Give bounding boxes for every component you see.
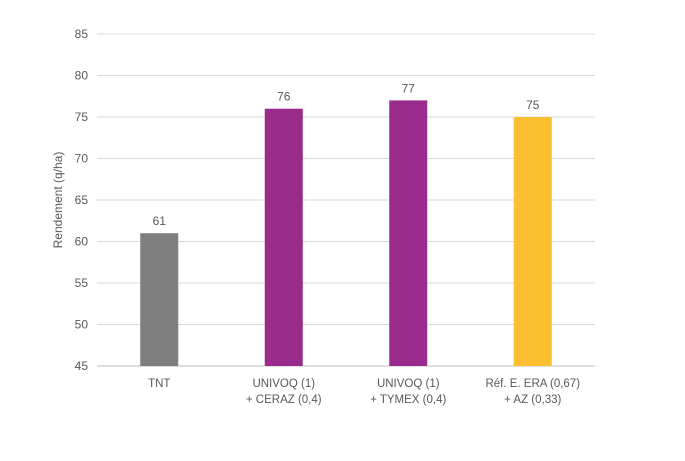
bar: [140, 233, 179, 366]
x-tick-label: Réf. E. ERA (0,67): [485, 378, 580, 390]
bar: [264, 108, 303, 366]
y-tick-label: 80: [75, 69, 89, 83]
y-tick-label: 85: [75, 27, 89, 41]
y-tick-label: 60: [75, 235, 89, 249]
y-axis-title: Rendement (q/ha): [51, 152, 65, 249]
x-tick-label: + CERAZ (0,4): [246, 394, 322, 406]
data-label: 61: [153, 214, 167, 228]
y-tick-label: 45: [75, 359, 89, 373]
x-tick-label: UNIVOQ (1): [252, 378, 315, 390]
y-tick-label: 70: [75, 152, 89, 166]
y-tick-label: 65: [75, 193, 89, 207]
bar: [513, 117, 552, 366]
x-tick-label: + AZ (0,33): [504, 394, 561, 406]
x-tick-label: TNT: [148, 378, 170, 390]
x-tick-label: + TYMEX (0,4): [370, 394, 446, 406]
y-tick-label: 55: [75, 276, 89, 290]
y-tick-label: 75: [75, 110, 89, 124]
data-label: 75: [526, 98, 540, 112]
y-tick-label: 50: [75, 318, 89, 332]
data-label: 77: [402, 81, 416, 95]
x-tick-label: UNIVOQ (1): [377, 378, 440, 390]
bar: [389, 100, 428, 367]
data-label: 76: [277, 90, 291, 104]
